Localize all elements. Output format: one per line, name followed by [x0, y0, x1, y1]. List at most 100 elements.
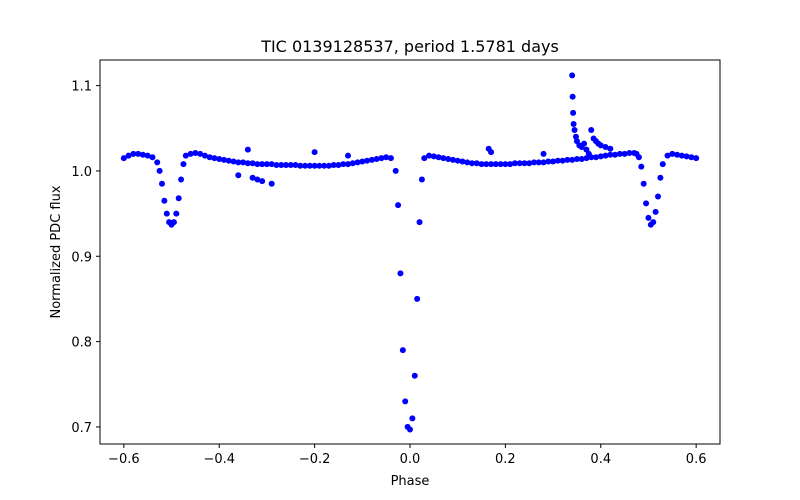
data-point: [395, 202, 402, 209]
data-point: [206, 154, 213, 161]
data-point: [302, 162, 309, 169]
data-point: [526, 160, 533, 167]
data-point: [349, 160, 356, 167]
data-point: [292, 161, 299, 168]
data-point: [421, 155, 428, 162]
data-point: [688, 154, 695, 161]
data-point: [125, 152, 132, 159]
data-point: [507, 161, 514, 168]
x-axis-label: Phase: [391, 474, 430, 489]
data-point: [635, 154, 642, 161]
data-point: [244, 160, 251, 167]
data-point: [244, 146, 251, 153]
data-point: [464, 159, 471, 166]
data-point: [564, 156, 571, 163]
data-point: [383, 154, 390, 161]
data-point: [187, 150, 194, 157]
data-point: [626, 150, 633, 157]
data-point: [559, 157, 566, 164]
data-point: [254, 176, 261, 183]
x-tick-label: −0.4: [203, 452, 235, 467]
data-point: [287, 161, 294, 168]
x-tick-label: 0.6: [686, 452, 707, 467]
data-point: [120, 155, 127, 162]
data-point: [488, 161, 495, 168]
data-point: [392, 167, 399, 174]
data-point: [325, 162, 332, 169]
data-point: [263, 161, 270, 168]
y-tick-label: 0.7: [71, 421, 92, 436]
data-point: [373, 155, 380, 162]
y-tick-label: 1.1: [71, 80, 92, 95]
data-point: [570, 121, 577, 127]
data-point: [387, 155, 394, 162]
data-point: [368, 156, 375, 163]
data-point: [311, 149, 318, 156]
data-point: [588, 126, 595, 133]
data-point: [156, 167, 163, 174]
data-point: [540, 159, 547, 166]
data-point: [693, 155, 700, 162]
data-point: [173, 210, 180, 217]
data-point: [445, 155, 452, 162]
data-point: [440, 155, 447, 162]
data-point: [130, 150, 137, 157]
data-point: [638, 163, 645, 170]
x-tick-label: −0.6: [108, 452, 140, 467]
data-point: [593, 154, 599, 161]
data-point: [411, 372, 418, 379]
data-point: [259, 178, 266, 185]
data-point: [578, 155, 585, 162]
data-point: [669, 150, 676, 157]
data-point: [268, 180, 275, 187]
data-point: [180, 161, 187, 168]
data-point: [345, 161, 351, 168]
data-point: [397, 270, 404, 277]
data-point: [249, 160, 256, 167]
data-point: [597, 153, 604, 160]
data-point: [163, 210, 170, 217]
data-point: [154, 159, 161, 166]
y-axis-ticks: 0.7 0.8 0.9 1.0 1.1: [71, 80, 100, 436]
data-point: [449, 156, 456, 163]
data-point: [268, 161, 275, 168]
data-point: [354, 159, 361, 166]
data-point: [430, 153, 437, 160]
data-point: [478, 161, 485, 168]
data-point: [483, 161, 490, 168]
data-point: [550, 158, 557, 165]
x-tick-label: −0.2: [299, 452, 331, 467]
data-point: [488, 149, 495, 156]
data-point: [597, 142, 604, 149]
data-point: [418, 176, 425, 183]
data-point: [225, 157, 232, 164]
y-tick-label: 0.9: [71, 250, 92, 265]
data-point: [531, 159, 537, 166]
data-point: [535, 159, 542, 166]
x-tick-label: 0.0: [400, 452, 421, 467]
data-point: [659, 161, 666, 168]
chart-title: TIC 0139128537, period 1.5781 days: [260, 37, 559, 56]
data-point: [335, 161, 342, 168]
data-point: [306, 162, 313, 169]
data-point: [607, 145, 614, 152]
data-point: [182, 152, 189, 159]
data-point: [402, 398, 409, 405]
data-point: [655, 193, 661, 200]
data-point: [652, 208, 659, 215]
data-point: [139, 151, 146, 158]
y-tick-label: 1.0: [71, 165, 92, 180]
plot-frame: [99, 59, 721, 445]
data-point: [316, 162, 323, 169]
x-tick-label: 0.2: [495, 452, 516, 467]
data-points: [120, 72, 700, 433]
data-point: [340, 161, 347, 168]
data-point: [540, 150, 547, 157]
data-point: [585, 150, 592, 157]
data-point: [378, 155, 385, 162]
y-tick-label: 0.8: [71, 336, 92, 351]
x-axis-ticks: −0.6 −0.4 −0.2 0.0 0.2 0.4 0.6: [108, 444, 706, 467]
data-point: [664, 152, 671, 159]
data-point: [674, 151, 681, 158]
data-point: [409, 415, 416, 422]
